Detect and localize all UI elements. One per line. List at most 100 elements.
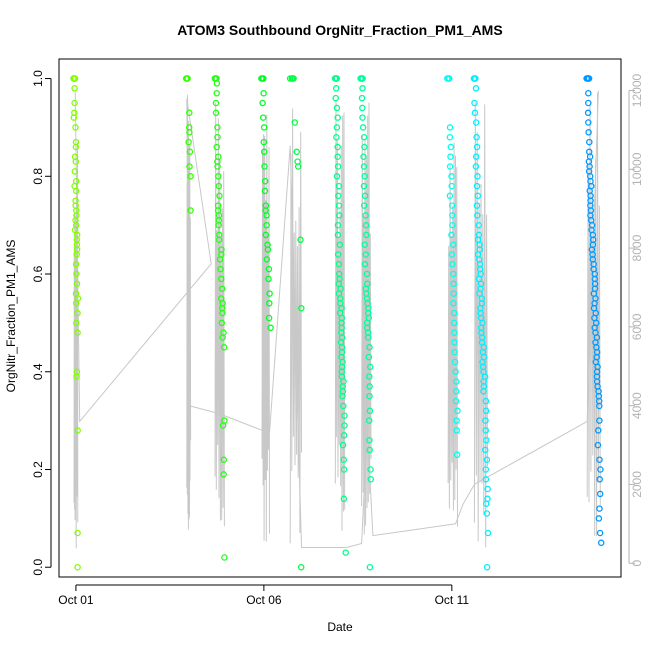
data-point xyxy=(451,358,459,366)
y-tick-label: 1.0 xyxy=(31,70,45,87)
secondary-tick-label: 0 xyxy=(630,560,644,567)
data-point xyxy=(339,392,346,400)
data-point xyxy=(218,319,226,327)
data-point xyxy=(186,148,194,156)
altitude-profile-8 xyxy=(473,102,488,548)
data-point xyxy=(262,231,270,239)
data-point xyxy=(219,334,226,341)
data-point xyxy=(186,109,193,117)
y-tick-label: 0.0 xyxy=(31,559,45,576)
data-point xyxy=(297,563,305,571)
data-point xyxy=(341,422,348,429)
x-tick-label: Oct 01 xyxy=(58,593,94,607)
data-point xyxy=(482,427,490,434)
data-point xyxy=(585,89,592,97)
data-point xyxy=(72,260,80,268)
data-point xyxy=(360,163,368,170)
data-point xyxy=(482,466,490,473)
data-point xyxy=(333,75,340,82)
data-point xyxy=(336,212,343,219)
secondary-tick-label: 4000 xyxy=(630,392,644,419)
data-point xyxy=(335,202,343,209)
data-point xyxy=(72,300,80,307)
data-point xyxy=(446,133,454,141)
data-point xyxy=(480,388,487,395)
secondary-tick-label: 10000 xyxy=(630,152,644,186)
data-point xyxy=(71,168,79,175)
data-point xyxy=(216,256,224,263)
chart-title: ATOM3 Southbound OrgNitr_Fraction_PM1_AM… xyxy=(177,22,502,38)
data-point xyxy=(332,85,340,92)
data-point xyxy=(72,158,80,165)
data-point xyxy=(453,427,460,434)
data-point xyxy=(361,260,369,268)
data-point xyxy=(74,529,81,537)
data-point xyxy=(450,270,457,278)
data-point xyxy=(452,397,460,405)
data-point xyxy=(475,221,482,229)
data-point xyxy=(333,124,341,131)
data-point xyxy=(221,554,228,561)
data-point xyxy=(334,114,341,121)
data-point xyxy=(220,456,228,463)
data-point xyxy=(450,319,458,327)
data-point xyxy=(450,300,457,307)
data-point xyxy=(260,138,268,146)
data-point xyxy=(484,529,492,537)
data-point xyxy=(293,148,300,156)
data-point xyxy=(482,500,490,507)
data-point xyxy=(263,256,271,263)
secondary-tick-label: 6000 xyxy=(630,313,644,340)
data-point xyxy=(450,309,458,317)
data-point xyxy=(187,173,194,180)
data-point xyxy=(474,212,481,219)
data-point xyxy=(215,182,223,190)
data-point xyxy=(216,192,223,200)
data-point xyxy=(213,89,220,97)
data-point xyxy=(334,143,341,151)
data-point xyxy=(453,378,460,385)
data-point xyxy=(367,476,375,483)
data-point xyxy=(483,456,491,463)
series-flight-3 xyxy=(258,75,274,332)
data-point xyxy=(445,75,453,82)
data-point xyxy=(585,99,592,107)
data-point xyxy=(448,251,456,258)
data-point xyxy=(72,124,79,131)
data-point xyxy=(454,407,461,415)
data-point xyxy=(451,329,458,336)
data-point xyxy=(266,300,273,307)
data-point xyxy=(72,143,80,151)
secondary-tick-label: 2000 xyxy=(630,471,644,498)
data-point xyxy=(215,221,222,229)
data-point xyxy=(73,280,81,288)
data-point xyxy=(447,143,455,151)
data-point xyxy=(185,138,192,146)
data-point xyxy=(367,466,374,473)
data-point xyxy=(213,143,220,151)
data-point xyxy=(298,304,305,312)
data-point xyxy=(363,270,371,278)
x-tick-label: Oct 11 xyxy=(435,593,470,607)
data-point xyxy=(360,202,368,209)
data-point xyxy=(449,260,456,268)
data-point xyxy=(449,212,456,219)
data-point xyxy=(482,407,490,415)
data-point xyxy=(219,422,227,429)
data-point xyxy=(333,173,341,180)
data-point xyxy=(340,432,348,439)
data-point xyxy=(596,456,603,463)
data-point xyxy=(585,119,592,126)
data-point xyxy=(291,119,299,126)
data-point xyxy=(452,388,460,395)
data-point xyxy=(187,207,194,214)
data-point xyxy=(219,309,226,317)
data-point xyxy=(472,153,480,160)
data-point xyxy=(339,441,347,449)
data-point xyxy=(215,173,222,180)
data-point xyxy=(366,383,373,390)
data-point xyxy=(334,231,342,239)
series-flight-2 xyxy=(211,75,228,561)
data-point xyxy=(595,515,603,522)
data-point xyxy=(361,192,369,200)
